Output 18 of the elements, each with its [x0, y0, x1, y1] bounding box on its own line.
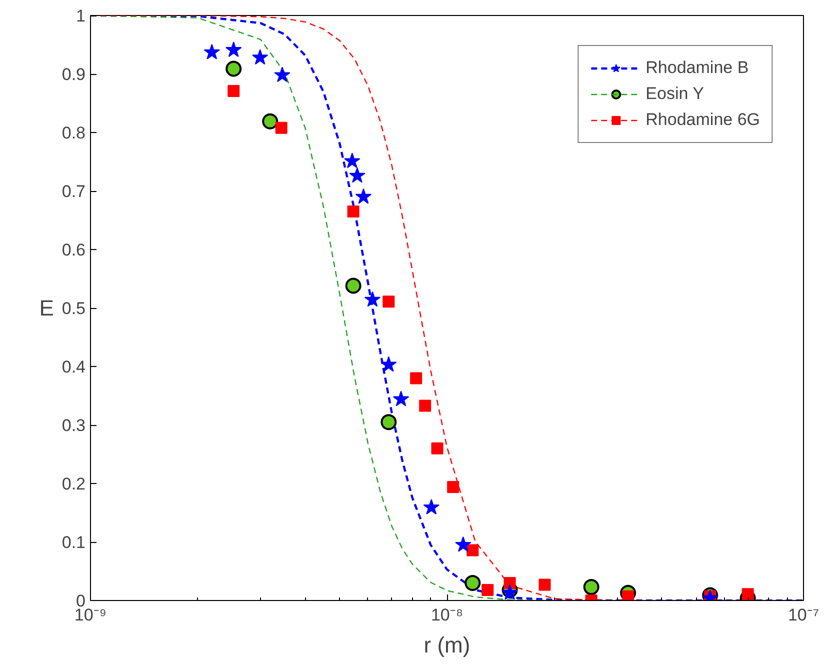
legend-label: Rhodamine 6G [646, 110, 760, 130]
legend-label: Eosin Y [646, 84, 704, 104]
y-tick-label: 0.6 [62, 240, 86, 260]
x-tick-label: 10⁻⁷ [788, 606, 820, 624]
y-tick-label: 0.2 [62, 474, 86, 494]
y-tick-label: 0.1 [62, 533, 86, 552]
y-tick-label: 0.7 [62, 182, 86, 201]
y-tick-label: 0.5 [62, 299, 86, 318]
y-axis-title: E [39, 296, 54, 320]
legend-label: Rhodamine B [646, 58, 749, 78]
y-tick-label: 0.9 [62, 65, 86, 84]
x-axis-title: r (m) [424, 632, 470, 658]
x-tick-label: 10⁻⁸ [430, 606, 464, 624]
y-tick-label: 0.4 [62, 358, 86, 376]
y-tick-label: 0.3 [62, 416, 86, 435]
y-tick-label: 0.8 [62, 124, 86, 142]
y-tick-label: 1 [76, 6, 86, 26]
x-tick-label: 10⁻⁹ [74, 606, 107, 624]
